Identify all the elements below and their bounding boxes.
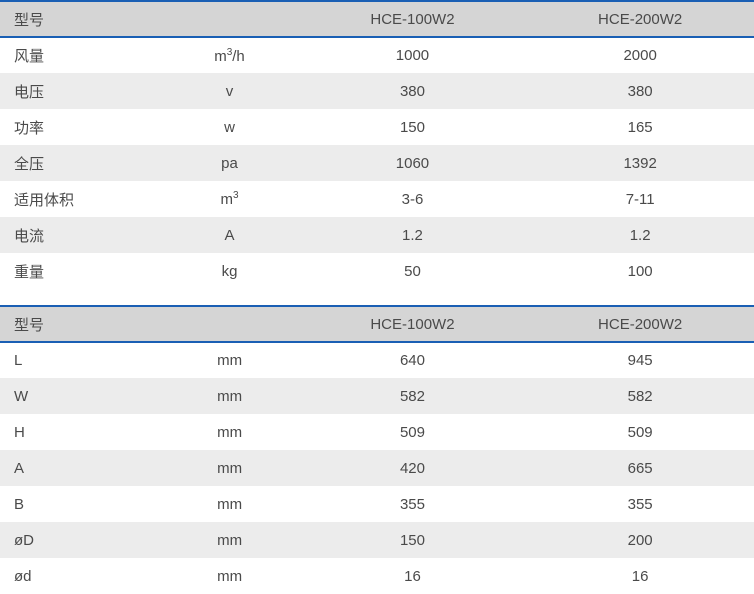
row-label: 适用体积: [0, 181, 160, 217]
table-row: Amm420665: [0, 450, 754, 486]
row-unit: mm: [161, 414, 299, 450]
row-value-1: 3-6: [299, 181, 527, 217]
table-row: 电流A1.21.2: [0, 217, 754, 253]
spec-table-2: 型号 HCE-100W2 HCE-200W2 Lmm640945Wmm58258…: [0, 305, 754, 594]
row-value-1: 582: [299, 378, 527, 414]
header-unit: [160, 1, 298, 37]
row-value-2: 2000: [526, 37, 754, 73]
header-col1: HCE-100W2: [299, 306, 527, 342]
row-value-1: 380: [299, 73, 527, 109]
row-label: W: [0, 378, 161, 414]
row-unit: kg: [160, 253, 298, 289]
row-value-2: 945: [526, 342, 754, 378]
row-label: L: [0, 342, 161, 378]
table-row: Bmm355355: [0, 486, 754, 522]
row-label: 功率: [0, 109, 160, 145]
table-row: 全压pa10601392: [0, 145, 754, 181]
table-row: 电压v380380: [0, 73, 754, 109]
row-value-1: 16: [299, 558, 527, 594]
row-unit: m3/h: [160, 37, 298, 73]
table-header-row: 型号 HCE-100W2 HCE-200W2: [0, 306, 754, 342]
table-row: 功率w150165: [0, 109, 754, 145]
row-label: 全压: [0, 145, 160, 181]
row-value-2: 7-11: [526, 181, 754, 217]
row-unit: mm: [161, 378, 299, 414]
table-row: 重量kg50100: [0, 253, 754, 289]
header-col1: HCE-100W2: [299, 1, 527, 37]
row-value-1: 1.2: [299, 217, 527, 253]
row-value-2: 200: [526, 522, 754, 558]
row-unit: w: [160, 109, 298, 145]
table-row: Wmm582582: [0, 378, 754, 414]
row-value-1: 1060: [299, 145, 527, 181]
row-value-2: 582: [526, 378, 754, 414]
header-col2: HCE-200W2: [526, 306, 754, 342]
table-row: 适用体积m33-67-11: [0, 181, 754, 217]
table-row: øDmm150200: [0, 522, 754, 558]
header-label: 型号: [0, 306, 161, 342]
row-value-2: 380: [526, 73, 754, 109]
row-label: B: [0, 486, 161, 522]
table-row: 风量m3/h10002000: [0, 37, 754, 73]
spec-table-1: 型号 HCE-100W2 HCE-200W2 风量m3/h10002000电压v…: [0, 0, 754, 289]
row-value-2: 16: [526, 558, 754, 594]
row-value-1: 1000: [299, 37, 527, 73]
row-label: 风量: [0, 37, 160, 73]
table-row: ødmm1616: [0, 558, 754, 594]
row-unit: v: [160, 73, 298, 109]
row-value-2: 100: [526, 253, 754, 289]
row-value-2: 1.2: [526, 217, 754, 253]
row-label: ød: [0, 558, 161, 594]
row-value-1: 150: [299, 109, 527, 145]
row-value-1: 150: [299, 522, 527, 558]
row-label: 重量: [0, 253, 160, 289]
table-row: Lmm640945: [0, 342, 754, 378]
row-label: H: [0, 414, 161, 450]
row-value-2: 665: [526, 450, 754, 486]
row-label: A: [0, 450, 161, 486]
row-label: 电流: [0, 217, 160, 253]
table-row: Hmm509509: [0, 414, 754, 450]
row-label: 电压: [0, 73, 160, 109]
row-unit: mm: [161, 522, 299, 558]
row-unit: mm: [161, 342, 299, 378]
header-col2: HCE-200W2: [526, 1, 754, 37]
row-value-2: 1392: [526, 145, 754, 181]
row-unit: mm: [161, 558, 299, 594]
row-value-2: 355: [526, 486, 754, 522]
row-unit: m3: [160, 181, 298, 217]
row-unit: mm: [161, 486, 299, 522]
header-unit: [161, 306, 299, 342]
table-header-row: 型号 HCE-100W2 HCE-200W2: [0, 1, 754, 37]
row-value-2: 165: [526, 109, 754, 145]
row-value-2: 509: [526, 414, 754, 450]
row-label: øD: [0, 522, 161, 558]
row-unit: mm: [161, 450, 299, 486]
header-label: 型号: [0, 1, 160, 37]
row-value-1: 355: [299, 486, 527, 522]
row-value-1: 509: [299, 414, 527, 450]
table-spacer: [0, 289, 754, 305]
row-unit: A: [160, 217, 298, 253]
row-value-1: 50: [299, 253, 527, 289]
row-value-1: 640: [299, 342, 527, 378]
row-unit: pa: [160, 145, 298, 181]
row-value-1: 420: [299, 450, 527, 486]
